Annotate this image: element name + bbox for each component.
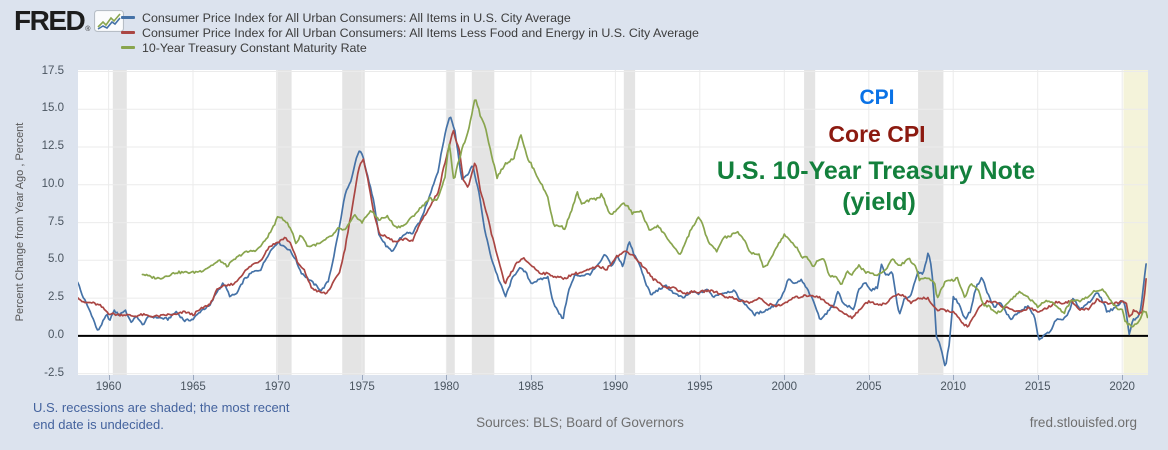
legend-dash-icon [121, 31, 135, 34]
x-tick-label: 1990 [602, 381, 629, 393]
x-tick-label: 2015 [1024, 381, 1051, 393]
legend-dash-icon [121, 46, 135, 49]
recession-note: U.S. recessions are shaded; the most rec… [33, 399, 290, 433]
fred-logo[interactable]: FRED ® [14, 5, 125, 36]
legend-label: 10-Year Treasury Constant Maturity Rate [142, 40, 367, 55]
y-tick-label: 12.5 [41, 140, 64, 153]
x-tick-label: 1980 [433, 381, 460, 393]
annotation-cpi: CPI [859, 86, 895, 109]
legend-item-cpi[interactable]: Consumer Price Index for All Urban Consu… [121, 10, 699, 25]
y-tick-label: 5.0 [48, 253, 64, 266]
y-tick-label: 0.0 [48, 328, 64, 341]
x-tick-label: 1995 [687, 381, 713, 393]
series-line-u-s-10-year-treasury-note-yield- [141, 99, 1148, 328]
sources-text: Sources: BLS; Board of Governors [476, 415, 684, 430]
site-link[interactable]: fred.stlouisfed.org [1029, 415, 1137, 430]
y-tick-label: 15.0 [41, 102, 64, 115]
x-tick-label: 1970 [264, 381, 291, 393]
x-tick-label: 2010 [940, 381, 967, 393]
sparkline-icon [94, 10, 125, 32]
y-tick-label: -2.5 [44, 366, 64, 379]
x-tick-mark [530, 375, 532, 380]
plot-area[interactable] [78, 70, 1148, 375]
legend-item-u-s-10-year-treasury-note-yield-[interactable]: 10-Year Treasury Constant Maturity Rate [121, 40, 699, 55]
fred-logo-text: FRED [14, 5, 86, 36]
x-tick-mark [1122, 375, 1124, 380]
x-tick-label: 1965 [180, 381, 206, 393]
x-tick-mark [361, 375, 363, 380]
x-tick-label: 1975 [349, 381, 375, 393]
series-line-cpi [78, 116, 1147, 367]
x-tick-mark [446, 375, 448, 380]
x-tick-mark [277, 375, 279, 380]
x-tick-label: 2000 [771, 381, 798, 393]
series-line-core-cpi [78, 129, 1147, 328]
legend-label: Consumer Price Index for All Urban Consu… [142, 10, 571, 25]
annotation--yield-: (yield) [842, 188, 916, 216]
x-tick-label: 1985 [518, 381, 544, 393]
x-tick-mark [1037, 375, 1039, 380]
x-tick-label: 2020 [1109, 381, 1135, 393]
y-tick-label: 10.0 [41, 177, 64, 190]
recession-note-line1: U.S. recessions are shaded; the most rec… [33, 400, 290, 415]
y-tick-label: 2.5 [48, 291, 64, 304]
x-tick-mark [784, 375, 786, 380]
legend-item-core-cpi[interactable]: Consumer Price Index for All Urban Consu… [121, 25, 699, 40]
recession-note-line2: end date is undecided. [33, 417, 164, 432]
x-tick-mark [699, 375, 701, 380]
x-tick-mark [615, 375, 617, 380]
x-tick-mark [868, 375, 870, 380]
y-tick-label: 17.5 [41, 64, 64, 77]
x-tick-mark [953, 375, 955, 380]
registered-mark: ® [85, 26, 91, 33]
x-tick-label: 2005 [855, 381, 882, 393]
chart-legend: Consumer Price Index for All Urban Consu… [121, 10, 699, 55]
annotation-u-s-10-year-treasury-note: U.S. 10-Year Treasury Note [716, 157, 1036, 185]
annotation-core-cpi: Core CPI [828, 121, 926, 147]
legend-dash-icon [121, 16, 135, 19]
x-tick-mark [193, 375, 195, 380]
x-tick-label: 1960 [95, 381, 122, 393]
y-tick-label: 7.5 [48, 215, 64, 228]
legend-label: Consumer Price Index for All Urban Consu… [142, 25, 699, 40]
x-tick-mark [108, 375, 110, 380]
